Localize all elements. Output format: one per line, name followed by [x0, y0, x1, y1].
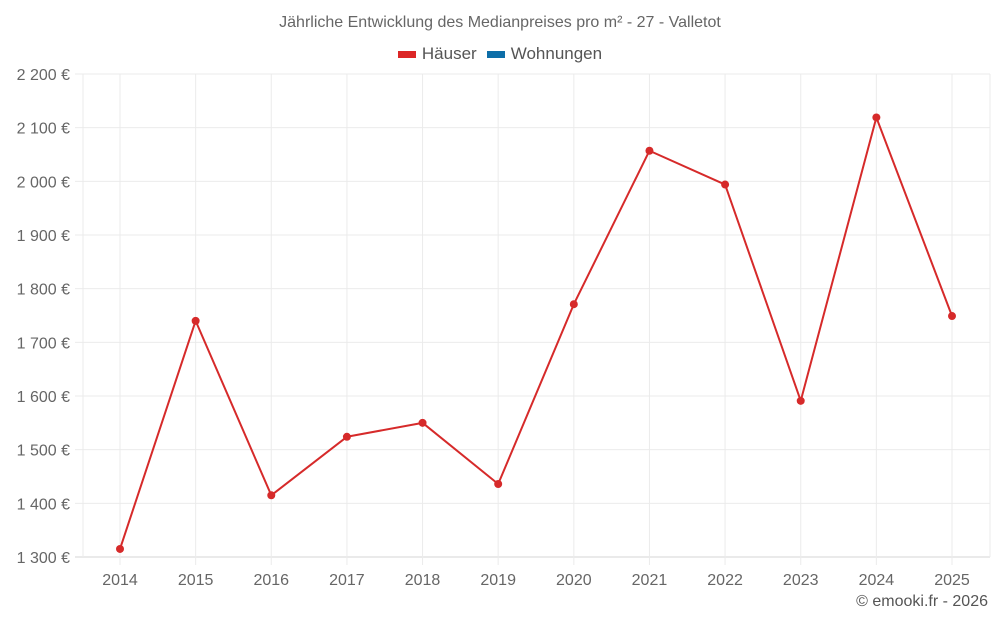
legend-item-wohnungen[interactable]: Wohnungen	[486, 44, 603, 64]
data-point[interactable]	[721, 180, 730, 189]
y-tick-label: 2 100 €	[17, 121, 70, 138]
chart-title: Jährliche Entwicklung des Medianpreises …	[279, 14, 721, 31]
legend-swatch-wohnungen	[486, 50, 505, 58]
y-axis: 1 300 € 1 400 € 1 500 € 1 600 € 1 700 € 1 800…	[17, 67, 70, 567]
y-tick-label: 2 000 €	[17, 174, 70, 191]
x-tick-label: 2016	[253, 572, 289, 589]
data-point[interactable]	[796, 396, 805, 405]
grid	[75, 73, 991, 565]
data-point[interactable]	[948, 312, 956, 321]
y-tick-label: 2 200 €	[17, 67, 70, 84]
data-point[interactable]	[267, 491, 276, 500]
x-tick-label: 2015	[178, 572, 214, 589]
legend-item-haeuser[interactable]: Häuser	[397, 44, 477, 64]
legend-label-wohnungen: Wohnungen	[510, 44, 603, 63]
x-tick-label: 2017	[329, 572, 365, 589]
x-tick-label: 2022	[707, 572, 743, 589]
x-tick-label: 2020	[556, 572, 592, 589]
y-tick-label: 1 500 €	[17, 443, 70, 460]
data-point[interactable]	[116, 544, 124, 553]
legend: Häuser Wohnungen	[0, 44, 1000, 64]
y-tick-label: 1 700 €	[17, 335, 70, 352]
copyright-footer: © emooki.fr - 2026	[856, 593, 988, 610]
legend-label-haeuser: Häuser	[421, 44, 477, 63]
y-tick-label: 1 600 €	[17, 389, 70, 406]
x-tick-label: 2018	[405, 572, 441, 589]
data-point[interactable]	[191, 316, 200, 325]
x-tick-label: 2021	[632, 572, 668, 589]
x-axis: 2014 2015 2016 2017 2018 2019 2020 2021 2022 2023…	[102, 572, 970, 589]
x-tick-label: 2019	[480, 572, 516, 589]
y-tick-label: 1 400 €	[17, 496, 70, 513]
series-line	[119, 116, 953, 550]
x-tick-label: 2023	[783, 572, 819, 589]
data-point[interactable]	[494, 480, 503, 489]
series-haeuser	[116, 113, 956, 553]
x-tick-label: 2025	[934, 572, 970, 589]
y-tick-label: 1 800 €	[17, 282, 70, 299]
legend-swatch-haeuser	[397, 50, 416, 58]
data-point[interactable]	[645, 146, 654, 155]
data-point[interactable]	[342, 432, 351, 441]
data-point[interactable]	[569, 300, 578, 309]
data-point[interactable]	[872, 113, 881, 122]
y-tick-label: 1 900 €	[17, 228, 70, 245]
data-point[interactable]	[418, 418, 427, 427]
x-tick-label: 2014	[102, 572, 138, 589]
x-tick-label: 2024	[859, 572, 895, 589]
y-tick-label: 1 300 €	[17, 550, 70, 567]
